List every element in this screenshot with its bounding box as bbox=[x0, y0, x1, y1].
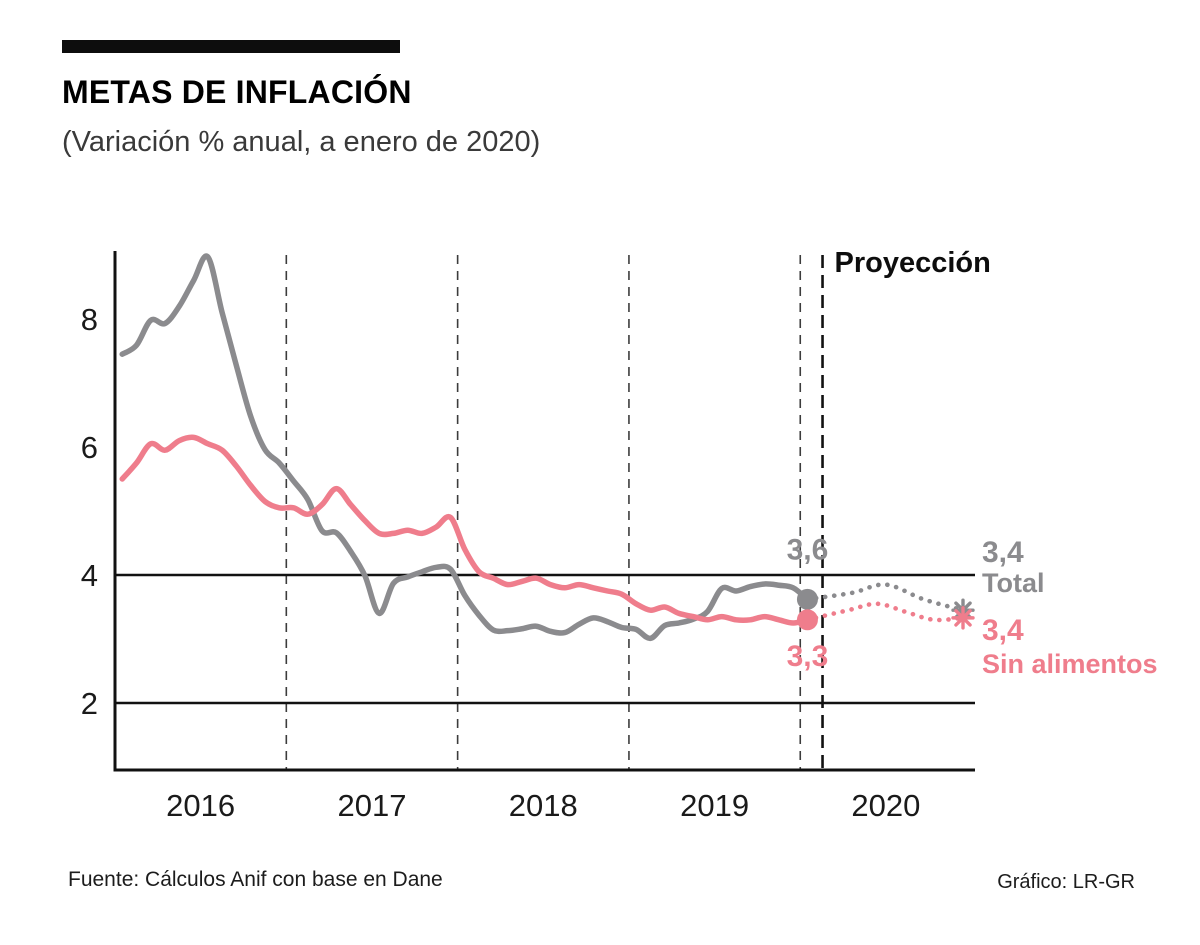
series-name-label-sin-alimentos: Sin alimentos bbox=[982, 649, 1158, 679]
page-title: METAS DE INFLACIÓN bbox=[62, 74, 412, 110]
projection-end-value-sin-alimentos: 3,4 bbox=[982, 614, 1024, 647]
endpoint-value-total: 3,6 bbox=[787, 533, 829, 566]
series-line-total bbox=[119, 253, 811, 642]
endpoint-value-sin-alimentos: 3,3 bbox=[787, 640, 829, 673]
series-line-sin-alimentos bbox=[119, 434, 811, 626]
x-tick-label: 2016 bbox=[166, 788, 235, 823]
projection-label: Proyección bbox=[835, 247, 991, 279]
y-tick-label: 2 bbox=[81, 686, 98, 721]
x-tick-label: 2018 bbox=[509, 788, 578, 823]
x-tick-label: 2017 bbox=[337, 788, 406, 823]
y-tick-label: 4 bbox=[81, 558, 98, 593]
projection-line-total bbox=[804, 582, 966, 613]
series-name-label-total: Total bbox=[982, 568, 1045, 598]
y-tick-label: 8 bbox=[81, 302, 98, 337]
projection-star-sin-alimentos bbox=[951, 606, 975, 630]
projection-end-value-total: 3,4 bbox=[982, 536, 1024, 569]
title-accent-bar bbox=[62, 40, 400, 53]
endpoint-dot-total bbox=[796, 588, 818, 610]
source-note: Fuente: Cálculos Anif con base en Dane bbox=[68, 868, 443, 891]
projection-line-sin-alimentos bbox=[804, 601, 966, 623]
x-tick-label: 2019 bbox=[680, 788, 749, 823]
page-subtitle: (Variación % anual, a enero de 2020) bbox=[62, 126, 541, 158]
y-tick-label: 6 bbox=[81, 430, 98, 465]
endpoint-dot-sin-alimentos bbox=[796, 609, 818, 631]
x-tick-label: 2020 bbox=[851, 788, 920, 823]
graphic-credit: Gráfico: LR-GR bbox=[997, 871, 1135, 893]
